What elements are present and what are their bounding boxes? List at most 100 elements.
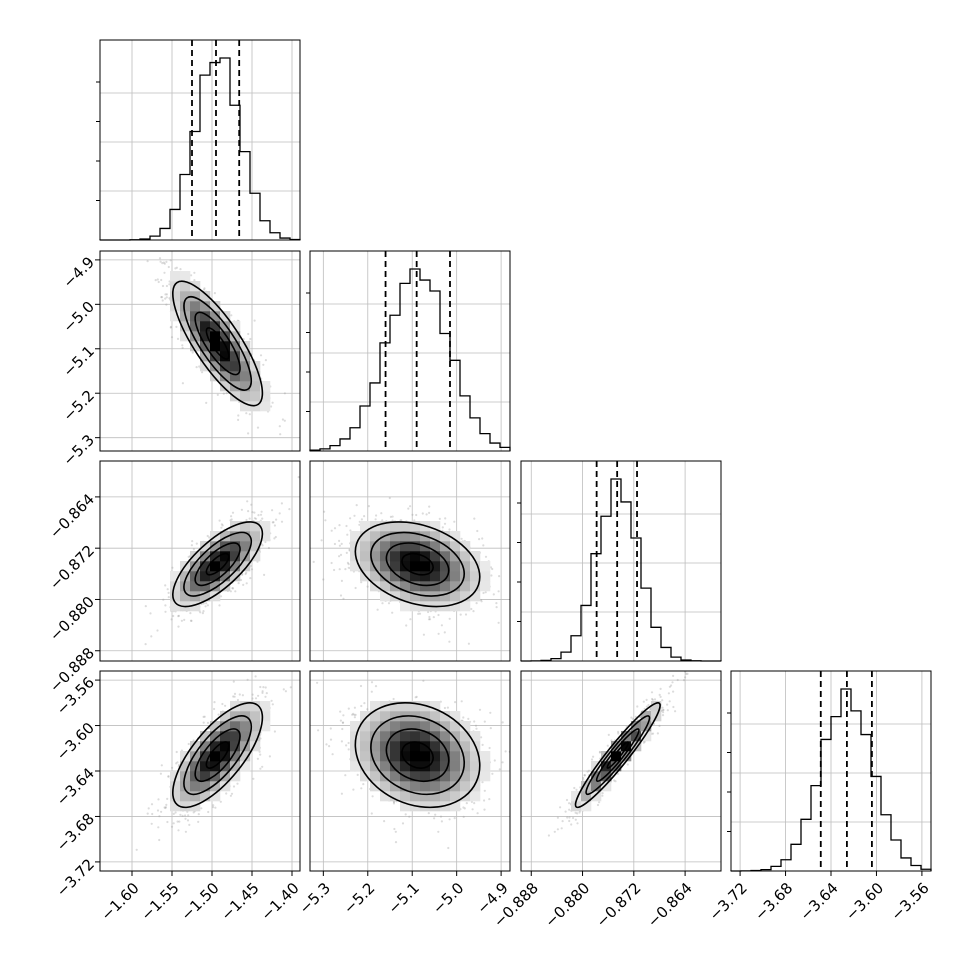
scatter-point (193, 271, 196, 274)
scatter-point (232, 680, 235, 683)
contour-line (385, 542, 450, 587)
density-cell (240, 561, 251, 572)
density-cell (470, 581, 481, 592)
scatter-point (175, 266, 178, 269)
scatter-point (257, 514, 260, 517)
scatter-panel-1-0 (99, 250, 301, 452)
contour-line (183, 531, 253, 597)
scatter-point (271, 521, 274, 524)
scatter-point (338, 524, 341, 527)
scatter-point (330, 529, 333, 532)
density-cell (410, 531, 421, 542)
density-cell (440, 551, 451, 562)
scatter-point (218, 519, 221, 522)
density-cell (380, 541, 391, 552)
scatter-point (175, 762, 178, 765)
density-cell (480, 561, 491, 572)
density-cell (360, 531, 371, 542)
density-cell (460, 541, 471, 552)
scatter-point (181, 346, 184, 349)
density-cell (240, 371, 251, 382)
scatter-point (261, 517, 264, 520)
scatter-point (165, 260, 168, 263)
scatter-point (231, 511, 235, 514)
scatter-point (482, 591, 485, 595)
scatter-point (212, 804, 215, 807)
density-cell (420, 561, 431, 572)
contour-line (401, 552, 434, 576)
density-cell (460, 591, 471, 602)
density-cell (370, 571, 381, 582)
density-cell (400, 571, 411, 582)
panel-frame (99, 250, 301, 452)
density-cell (390, 531, 401, 542)
scatter-point (428, 618, 432, 621)
scatter-point (253, 517, 256, 520)
density-cell (200, 331, 211, 342)
density-cell (230, 561, 241, 572)
scatter-point (159, 260, 162, 263)
density-cell (190, 601, 201, 612)
density-cell (240, 391, 251, 402)
scatter-point (391, 515, 394, 518)
scatter-point (259, 685, 262, 689)
scatter-point (183, 618, 186, 622)
scatter-point (388, 496, 391, 500)
scatter-point (498, 575, 501, 578)
scatter-point (202, 715, 205, 719)
density-cell (180, 581, 191, 592)
scatter-point (220, 523, 223, 526)
scatter-point (252, 777, 255, 780)
scatter-point (221, 524, 224, 527)
scatter-point (150, 822, 153, 825)
scatter-point (205, 602, 208, 605)
scatter-point (189, 612, 192, 615)
scatter-point (264, 359, 267, 362)
panel-frame (99, 460, 301, 662)
scatter-point (482, 544, 485, 547)
density-cell (360, 541, 371, 552)
scatter-point (205, 401, 208, 404)
scatter-point (242, 583, 245, 587)
scatter-point (195, 366, 198, 369)
density-cell (210, 301, 221, 312)
contour-line (172, 521, 264, 608)
scatter-point (261, 765, 264, 768)
density-cell (170, 311, 181, 322)
scatter-point (259, 354, 263, 357)
scatter-point (166, 820, 169, 824)
scatter-point (428, 505, 431, 508)
scatter-point (165, 303, 168, 306)
scatter-point (236, 782, 239, 785)
density-cell (220, 371, 231, 382)
scatter-point (333, 527, 337, 530)
scatter-point (354, 586, 357, 590)
density-cell (210, 541, 221, 552)
scatter-point (254, 517, 258, 520)
density-cell (450, 581, 461, 592)
density-cell (180, 331, 191, 342)
scatter-point (381, 519, 384, 522)
scatter-point (164, 297, 167, 300)
scatter-point (160, 296, 163, 299)
density-cell (460, 551, 471, 562)
scatter-point (358, 523, 361, 526)
density-cell (380, 591, 391, 602)
scatter-point (261, 544, 264, 547)
scatter-point (135, 848, 138, 851)
density-cell (400, 521, 411, 532)
scatter-point (157, 280, 160, 284)
scatter-point (338, 544, 341, 547)
scatter-point (179, 813, 182, 816)
scatter-point (273, 730, 276, 733)
scatter-point (250, 568, 254, 571)
scatter-point (190, 544, 193, 547)
scatter-point (259, 513, 263, 516)
scatter-point (222, 392, 225, 395)
scatter-point (437, 613, 440, 617)
scatter-point (201, 612, 204, 615)
scatter-point (159, 772, 162, 775)
scatter-point (340, 579, 343, 583)
density-cell (180, 571, 191, 582)
density-cell (450, 561, 461, 572)
